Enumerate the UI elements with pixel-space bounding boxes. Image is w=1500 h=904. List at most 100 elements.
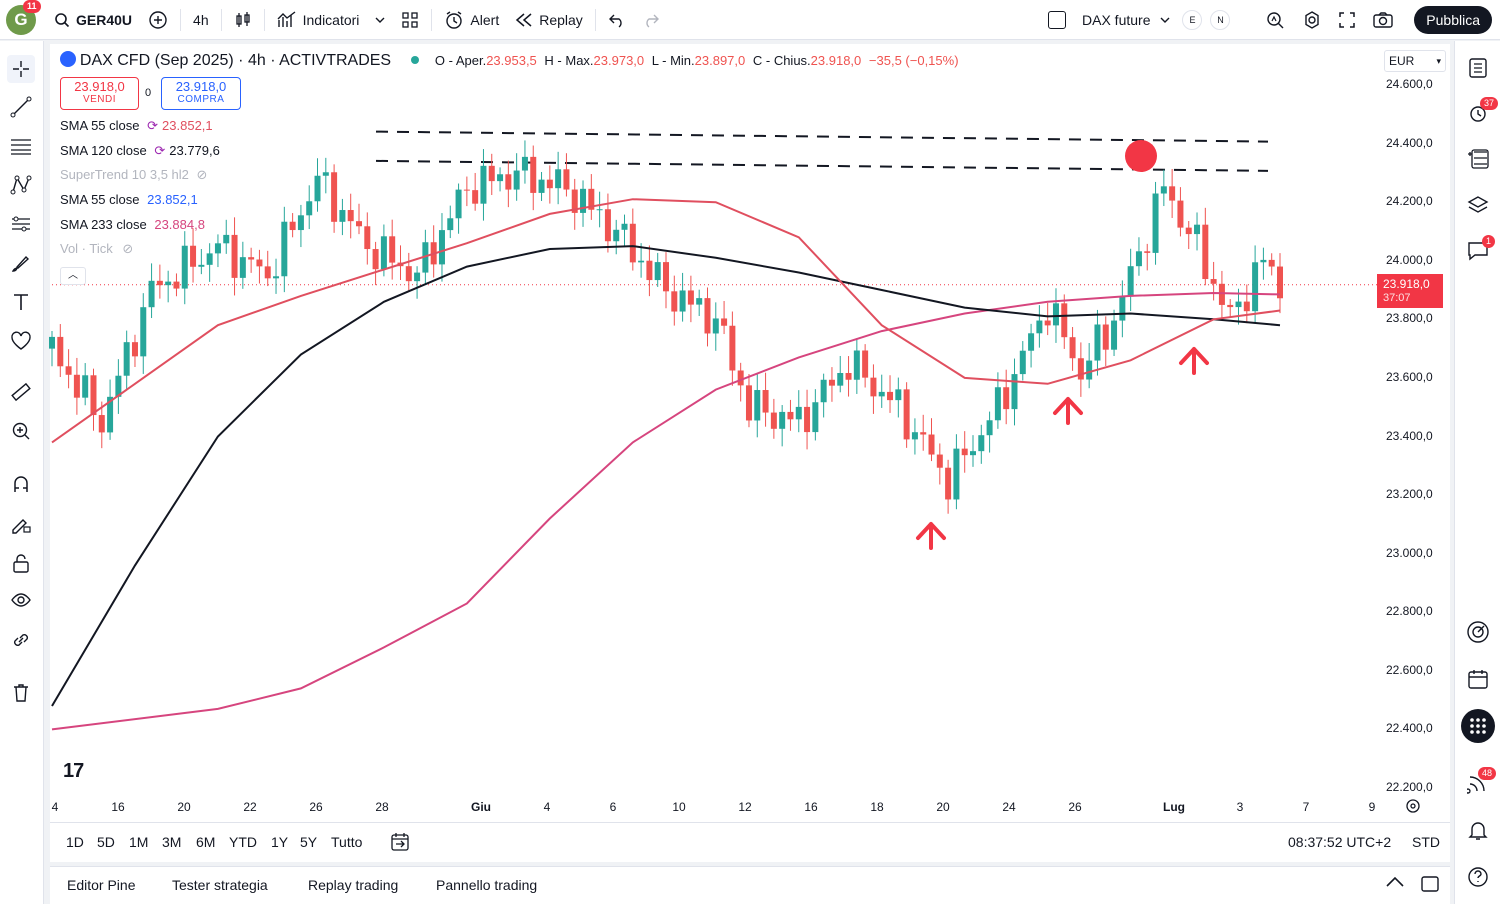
range-1d[interactable]: 1D — [66, 834, 84, 850]
e-toggle[interactable]: E — [1178, 0, 1206, 40]
interval-button[interactable]: 4h — [193, 11, 209, 28]
time-tick-label: 4 — [543, 800, 551, 814]
candle-body — [98, 415, 105, 433]
candle-body — [223, 234, 230, 244]
user-avatar[interactable]: G 11 — [6, 0, 41, 35]
candle-body — [787, 411, 794, 420]
compare-button[interactable] — [140, 0, 176, 40]
settings-button[interactable] — [1294, 0, 1330, 40]
indicator-supertrend[interactable]: SuperTrend 10 3,5 hl2 ⊘ — [60, 167, 208, 182]
axis-settings-button[interactable] — [1405, 798, 1423, 816]
ruler-tool[interactable] — [7, 378, 35, 406]
publish-button[interactable]: Pubblica — [1414, 6, 1492, 34]
checkbox-icon — [1048, 11, 1066, 29]
candle-body — [621, 223, 628, 230]
collapse-panel-button[interactable] — [1385, 875, 1405, 892]
candle-body — [1135, 251, 1142, 267]
range-5d[interactable]: 5D — [97, 834, 115, 850]
notifications-button[interactable] — [1464, 817, 1492, 845]
candle-body — [629, 223, 636, 263]
range-5y[interactable]: 5Y — [300, 834, 318, 850]
link-tool[interactable] — [7, 626, 35, 654]
tab-strategy-tester[interactable]: Tester strategia — [172, 877, 268, 893]
candle-body — [895, 389, 902, 401]
candle-body — [1127, 266, 1134, 297]
tab-trading-panel[interactable]: Pannello trading — [436, 877, 538, 893]
range-all[interactable]: Tutto — [331, 834, 363, 850]
fib-tool[interactable] — [7, 132, 35, 160]
range-1m[interactable]: 1M — [129, 834, 149, 850]
favorites-tool[interactable] — [7, 327, 35, 355]
tab-pine-editor[interactable]: Editor Pine — [67, 877, 136, 893]
maximize-panel-button[interactable] — [1420, 875, 1440, 896]
object-tree-button[interactable] — [1464, 145, 1492, 173]
watchlist-button[interactable] — [1464, 54, 1492, 82]
chart-pane[interactable] — [50, 44, 1450, 862]
candle-body — [1268, 259, 1275, 267]
gear-icon — [1305, 11, 1319, 29]
currency-select[interactable]: EUR ▾ — [1384, 50, 1446, 72]
pattern-tool[interactable] — [7, 171, 35, 199]
indicator-sma233[interactable]: SMA 233 close 23.884,8 — [60, 217, 205, 232]
magnet-tool[interactable] — [7, 470, 35, 498]
candle-body — [165, 281, 172, 286]
compare-symbol-select[interactable]: DAX future — [1074, 0, 1178, 40]
forecast-tool[interactable] — [7, 210, 35, 238]
range-3m[interactable]: 3M — [162, 834, 182, 850]
indicator-sma120[interactable]: SMA 120 close ⟳ 23.779,6 — [60, 143, 220, 158]
chart-type-button[interactable] — [226, 0, 260, 40]
indicators-label: Indicatori — [302, 11, 360, 28]
range-1y[interactable]: 1Y — [271, 834, 289, 850]
clock-label[interactable]: 08:37:52 UTC+2 — [1288, 834, 1392, 850]
brush-tool[interactable] — [7, 249, 35, 277]
replay-button[interactable]: Replay — [507, 0, 591, 40]
price-tick-label: 24.400,0 — [1386, 135, 1433, 150]
text-tool[interactable] — [7, 288, 35, 316]
crosshair-tool[interactable] — [7, 55, 35, 83]
goto-date-button[interactable] — [390, 832, 410, 855]
collapse-legend-button[interactable]: ︿ — [60, 267, 86, 285]
alert-button[interactable]: Alert — [436, 0, 507, 40]
session-label[interactable]: STD — [1412, 834, 1440, 850]
range-ytd[interactable]: YTD — [229, 834, 257, 850]
range-6m[interactable]: 6M — [196, 834, 216, 850]
indicators-dropdown[interactable] — [367, 0, 393, 40]
indicator-sma55-blue[interactable]: SMA 55 close 23.852,1 — [60, 192, 198, 207]
redo-button[interactable] — [634, 0, 668, 40]
hide-tool[interactable] — [7, 587, 35, 615]
candle-body — [1044, 320, 1051, 326]
undo-button[interactable] — [600, 0, 634, 40]
compare-checkbox[interactable] — [1040, 0, 1074, 40]
tab-replay-trading[interactable]: Replay trading — [308, 877, 399, 893]
time-tick-label: 18 — [870, 800, 884, 814]
chat-button[interactable]: 1 — [1464, 235, 1496, 265]
n-toggle[interactable]: N — [1206, 0, 1234, 40]
zoom-tool[interactable] — [7, 417, 35, 445]
layouts-button[interactable] — [393, 0, 427, 40]
help-button[interactable] — [1464, 863, 1492, 891]
sell-button[interactable]: 23.918,0 VENDI — [60, 77, 139, 110]
candle-body — [795, 406, 802, 420]
lock-all-tool[interactable] — [7, 549, 35, 577]
quick-search-button[interactable] — [1258, 0, 1294, 40]
indicators-button[interactable]: Indicatori — [269, 0, 368, 40]
lock-drawing-tool[interactable] — [7, 510, 35, 538]
fullscreen-button[interactable] — [1330, 0, 1364, 40]
apps-button[interactable] — [1461, 709, 1495, 743]
streams-button[interactable]: 48 — [1464, 767, 1497, 797]
ideas-button[interactable] — [1464, 618, 1492, 646]
trendline-tool[interactable] — [7, 93, 35, 121]
candle-body — [1194, 224, 1201, 235]
buy-button[interactable]: 23.918,0 COMPRA — [161, 77, 241, 110]
calendar-button[interactable] — [1464, 665, 1492, 693]
symbol-search-button[interactable]: GER40U — [46, 0, 140, 40]
indicator-volume[interactable]: Vol · Tick ⊘ — [60, 241, 134, 256]
snapshot-button[interactable] — [1364, 0, 1402, 40]
crosshair-icon — [13, 61, 29, 77]
alerts-button[interactable]: 37 — [1464, 97, 1499, 127]
layers-button[interactable] — [1464, 191, 1492, 219]
indicator-sma55[interactable]: SMA 55 close ⟳ 23.852,1 — [60, 118, 213, 133]
ruler-icon — [11, 382, 31, 402]
delete-tool[interactable] — [7, 679, 35, 707]
